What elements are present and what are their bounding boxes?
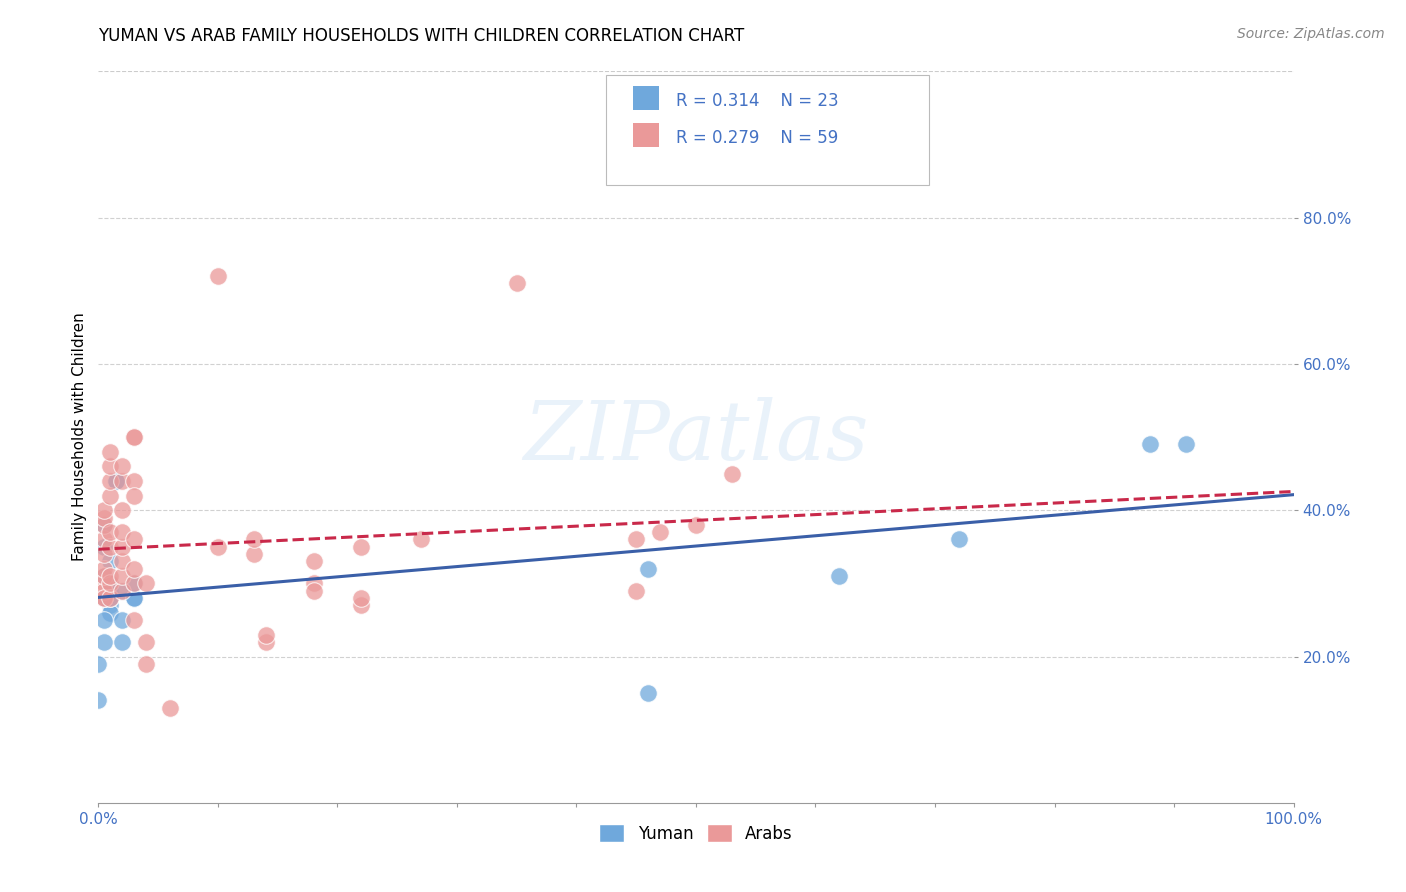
Point (626, 533, 648, 547)
Point (111, 540, 134, 554)
Point (98, 569, 122, 583)
Point (948, 533, 970, 547)
Point (111, 635, 134, 649)
Point (93, 576, 115, 591)
Point (302, 583, 325, 598)
Point (93, 635, 115, 649)
Point (98, 474, 122, 488)
Point (243, 533, 266, 547)
Point (124, 430, 146, 444)
Point (350, 591, 373, 605)
Text: R = 0.314    N = 23: R = 0.314 N = 23 (676, 93, 838, 111)
Point (648, 525, 672, 540)
Point (637, 562, 659, 576)
Point (98, 599, 122, 613)
Point (98, 583, 122, 598)
Y-axis label: Family Households with Children: Family Households with Children (72, 313, 87, 561)
Point (685, 517, 707, 532)
Point (302, 554, 325, 568)
FancyBboxPatch shape (633, 122, 659, 146)
Point (93, 517, 115, 532)
Point (124, 591, 146, 605)
Point (721, 467, 744, 481)
Point (302, 576, 325, 591)
Point (124, 474, 146, 488)
Point (637, 686, 659, 700)
Point (124, 613, 146, 627)
Point (159, 700, 181, 714)
Point (98, 606, 122, 620)
Point (506, 277, 529, 291)
Point (93, 591, 115, 605)
Point (135, 635, 157, 649)
Point (207, 540, 229, 554)
FancyBboxPatch shape (633, 86, 659, 110)
Point (93, 591, 115, 605)
Point (111, 583, 134, 598)
Point (93, 510, 115, 524)
Point (135, 657, 157, 671)
Point (111, 525, 134, 540)
Point (93, 547, 115, 561)
Point (111, 554, 134, 568)
Point (93, 569, 115, 583)
Point (93, 503, 115, 517)
Point (87, 693, 110, 707)
Point (87, 657, 110, 671)
Point (124, 576, 146, 591)
Point (98, 576, 122, 591)
Point (98, 459, 122, 474)
Point (111, 583, 134, 598)
Point (93, 569, 115, 583)
Point (124, 591, 146, 605)
Point (111, 569, 134, 583)
Point (135, 576, 157, 591)
Point (111, 613, 134, 627)
Point (626, 583, 648, 598)
Point (1175, 437, 1198, 451)
Point (350, 599, 373, 613)
Text: ZIPatlas: ZIPatlas (523, 397, 869, 477)
Point (98, 591, 122, 605)
Point (105, 474, 128, 488)
Point (350, 540, 373, 554)
Point (98, 444, 122, 458)
Point (98, 489, 122, 503)
Point (93, 583, 115, 598)
Point (254, 627, 277, 641)
Point (254, 635, 277, 649)
Point (124, 430, 146, 444)
FancyBboxPatch shape (606, 75, 929, 185)
Point (1139, 437, 1161, 451)
Point (124, 489, 146, 503)
Point (111, 503, 134, 517)
Point (124, 562, 146, 576)
Point (111, 474, 134, 488)
Point (98, 540, 122, 554)
Point (111, 459, 134, 474)
Point (124, 533, 146, 547)
Point (93, 562, 115, 576)
Text: Source: ZipAtlas.com: Source: ZipAtlas.com (1237, 27, 1385, 41)
Point (93, 613, 115, 627)
Point (411, 533, 433, 547)
Legend: Yuman, Arabs: Yuman, Arabs (593, 818, 799, 849)
Point (93, 517, 115, 532)
Point (124, 576, 146, 591)
Text: R = 0.279    N = 59: R = 0.279 N = 59 (676, 129, 838, 147)
Point (105, 474, 128, 488)
Point (93, 540, 115, 554)
Point (98, 591, 122, 605)
Point (98, 576, 122, 591)
Text: YUMAN VS ARAB FAMILY HOUSEHOLDS WITH CHILDREN CORRELATION CHART: YUMAN VS ARAB FAMILY HOUSEHOLDS WITH CHI… (98, 27, 745, 45)
Point (98, 554, 122, 568)
Point (243, 547, 266, 561)
Point (93, 591, 115, 605)
Point (207, 269, 229, 284)
Point (93, 533, 115, 547)
Point (828, 569, 851, 583)
Point (98, 525, 122, 540)
